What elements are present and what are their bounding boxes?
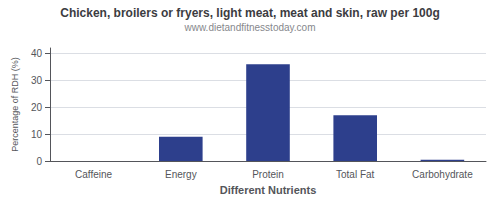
svg-text:Total Fat: Total Fat	[336, 169, 375, 180]
svg-text:Percentage of RDH (%): Percentage of RDH (%)	[10, 57, 20, 152]
svg-text:20: 20	[31, 102, 43, 113]
svg-text:Different Nutrients: Different Nutrients	[220, 184, 317, 196]
svg-text:Chicken, broilers or fryers, l: Chicken, broilers or fryers, light meat,…	[60, 6, 439, 20]
svg-text:Carbohydrate: Carbohydrate	[412, 169, 473, 180]
svg-text:30: 30	[31, 75, 43, 86]
svg-text:www.dietandfitnesstoday.com: www.dietandfitnesstoday.com	[184, 22, 316, 33]
svg-text:Caffeine: Caffeine	[75, 169, 113, 180]
svg-text:Energy: Energy	[165, 169, 197, 180]
svg-text:40: 40	[31, 48, 43, 59]
svg-text:0: 0	[36, 156, 42, 167]
svg-text:10: 10	[31, 129, 43, 140]
svg-text:Protein: Protein	[252, 169, 284, 180]
